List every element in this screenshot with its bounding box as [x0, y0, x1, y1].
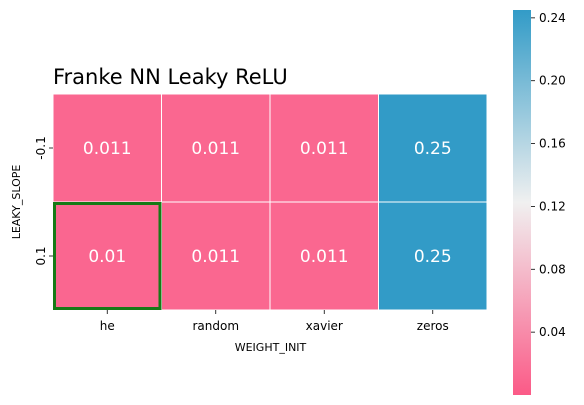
heatmap-cell — [269, 93, 379, 203]
heatmap-cell — [52, 201, 162, 311]
y-tick-label: 0.1 — [34, 246, 48, 265]
heatmap-cell — [161, 93, 271, 203]
highlight-box — [53, 202, 162, 310]
cell-value-label: 0.011 — [83, 139, 132, 159]
colorbar-tick-label: 0.16 — [539, 137, 566, 151]
colorbar-tick-label: 0.12 — [539, 199, 566, 213]
cell-value-label: 0.011 — [300, 139, 349, 159]
x-tick-label: he — [100, 319, 115, 333]
colorbar-ticks: 0.04 0.08 0.12 0.16 0.20 0.24 — [531, 11, 566, 339]
cell-value-label: 0.01 — [88, 247, 126, 267]
x-tick-label: random — [192, 319, 239, 333]
heatmap-cell-labels: 0.011 0.011 0.011 0.25 0.01 0.011 0.011 0.25 — [83, 139, 452, 267]
colorbar-tick-label: 0.20 — [539, 74, 566, 88]
cell-value-label: 0.011 — [300, 247, 349, 267]
x-axis-label: WEIGHT_INIT — [235, 341, 307, 354]
cell-value-label: 0.25 — [414, 139, 452, 159]
colorbar — [513, 10, 531, 395]
cell-value-label: 0.25 — [414, 247, 452, 267]
x-tick-label: xavier — [306, 319, 343, 333]
cell-value-label: 0.011 — [191, 139, 240, 159]
heatmap-cell — [161, 201, 271, 311]
x-axis-ticks: he random xavier zeros — [100, 310, 449, 333]
y-axis-ticks: -0.1 0.1 — [34, 136, 53, 266]
x-tick-label: zeros — [417, 319, 449, 333]
y-axis-label: LEAKY_SLOPE — [10, 165, 23, 240]
colorbar-tick-label: 0.24 — [539, 11, 566, 25]
colorbar-tick-label: 0.04 — [539, 325, 566, 339]
y-tick-label: -0.1 — [34, 136, 48, 159]
heatmap-cell — [378, 93, 488, 203]
heatmap-cell — [52, 93, 162, 203]
chart-title: Franke NN Leaky ReLU — [53, 65, 288, 89]
colorbar-tick-label: 0.08 — [539, 262, 566, 276]
heatmap-cells — [52, 93, 488, 311]
heatmap-cell — [378, 201, 488, 311]
cell-value-label: 0.011 — [191, 247, 240, 267]
